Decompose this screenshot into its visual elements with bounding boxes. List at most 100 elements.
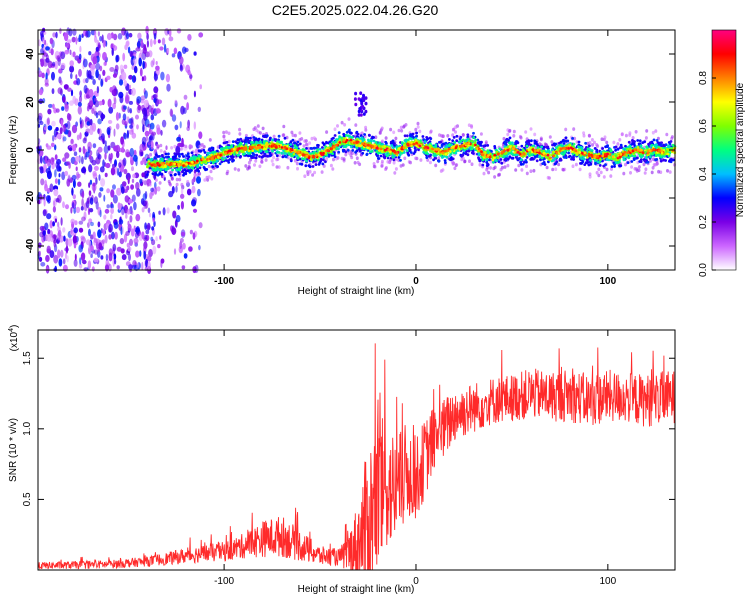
heat-cell [88, 190, 92, 197]
heat-cell [470, 139, 474, 143]
heat-cell [411, 132, 415, 136]
heat-cell [277, 134, 281, 138]
heat-cell [97, 146, 103, 153]
heat-cell [169, 157, 173, 161]
heat-cell [293, 159, 297, 163]
heat-cell [296, 166, 299, 171]
heat-cell [215, 160, 219, 163]
heat-cell [196, 176, 201, 184]
heat-cell [113, 253, 117, 260]
heat-cell [103, 194, 106, 202]
heat-cell [121, 71, 127, 81]
heat-cell [166, 167, 170, 171]
heat-cell [654, 129, 658, 133]
heat-cell [304, 164, 308, 168]
heat-cell [582, 133, 586, 138]
heat-cell [372, 162, 376, 166]
heat-cell [308, 169, 312, 174]
heat-cell [318, 161, 322, 165]
heat-cell [53, 128, 58, 138]
heat-cell [109, 67, 115, 72]
heat-cell [45, 46, 50, 51]
heat-cell [144, 222, 148, 230]
heat-cell [252, 153, 255, 157]
heat-cell [112, 73, 118, 78]
heat-cell [614, 148, 617, 152]
heat-cell [497, 160, 501, 164]
heat-cell [179, 160, 182, 163]
heat-cell [189, 144, 193, 148]
heat-cell [188, 246, 193, 252]
heat-cell [149, 38, 153, 48]
heat-cell [91, 266, 95, 272]
heat-cell [642, 162, 646, 167]
heat-cell [98, 174, 101, 181]
heat-cell [169, 108, 173, 117]
heat-cell [73, 243, 77, 249]
heat-cell [127, 46, 131, 54]
heat-cell [384, 136, 388, 140]
heat-cell [454, 163, 458, 167]
heat-cell [110, 167, 116, 176]
heat-cell [39, 166, 44, 174]
heat-cell [101, 34, 104, 44]
heat-cell [486, 162, 489, 166]
heat-cell [369, 139, 373, 143]
heat-cell [210, 146, 214, 150]
heat-cell [148, 212, 152, 218]
heat-cell [602, 156, 606, 160]
heat-cell [244, 164, 248, 168]
heat-cell [85, 128, 91, 134]
heat-cell [477, 152, 481, 156]
heat-cell [538, 155, 542, 158]
heat-cell [169, 183, 172, 187]
heat-cell [416, 125, 420, 129]
heat-cell [258, 155, 261, 158]
heat-cell [56, 158, 62, 165]
heat-cell [173, 152, 177, 156]
heat-cell [129, 215, 133, 223]
heat-cell [448, 154, 452, 158]
heat-cell [618, 138, 622, 142]
heat-cell [572, 142, 576, 146]
heat-cell [83, 84, 88, 94]
heat-cell [179, 56, 184, 65]
heat-cell [667, 144, 670, 148]
heat-cell [135, 47, 141, 52]
heat-cell [289, 143, 293, 146]
heat-cell [247, 152, 250, 155]
heat-cell [112, 194, 118, 204]
heat-cell [450, 157, 454, 161]
heat-cell [133, 76, 136, 83]
heat-cell [164, 155, 168, 159]
heat-cell [92, 143, 97, 149]
heat-cell [181, 46, 187, 54]
heat-cell [586, 141, 590, 146]
heat-cell [105, 162, 111, 169]
heat-cell [346, 148, 350, 152]
heat-cell [386, 160, 390, 164]
heat-cell [128, 32, 133, 38]
heat-cell [275, 154, 279, 158]
heat-cell [329, 150, 333, 154]
heat-cell [272, 155, 276, 160]
heat-cell [118, 219, 124, 225]
heat-cell [91, 159, 97, 166]
heat-cell [114, 86, 117, 95]
heat-cell [52, 221, 55, 227]
heat-cell [614, 145, 618, 149]
heat-cell [60, 249, 64, 258]
heat-cell [403, 134, 407, 138]
heat-cell [155, 236, 158, 242]
heat-cell [466, 153, 470, 157]
heat-cell [180, 182, 184, 187]
heat-cell [130, 184, 135, 190]
heat-cell [564, 136, 568, 140]
heat-cell [499, 158, 503, 161]
heat-cell [425, 151, 428, 155]
heat-cell [301, 148, 305, 151]
heat-cell [64, 252, 68, 260]
heat-cell [529, 127, 533, 131]
heat-cell [192, 232, 196, 240]
heat-cell [58, 68, 62, 74]
